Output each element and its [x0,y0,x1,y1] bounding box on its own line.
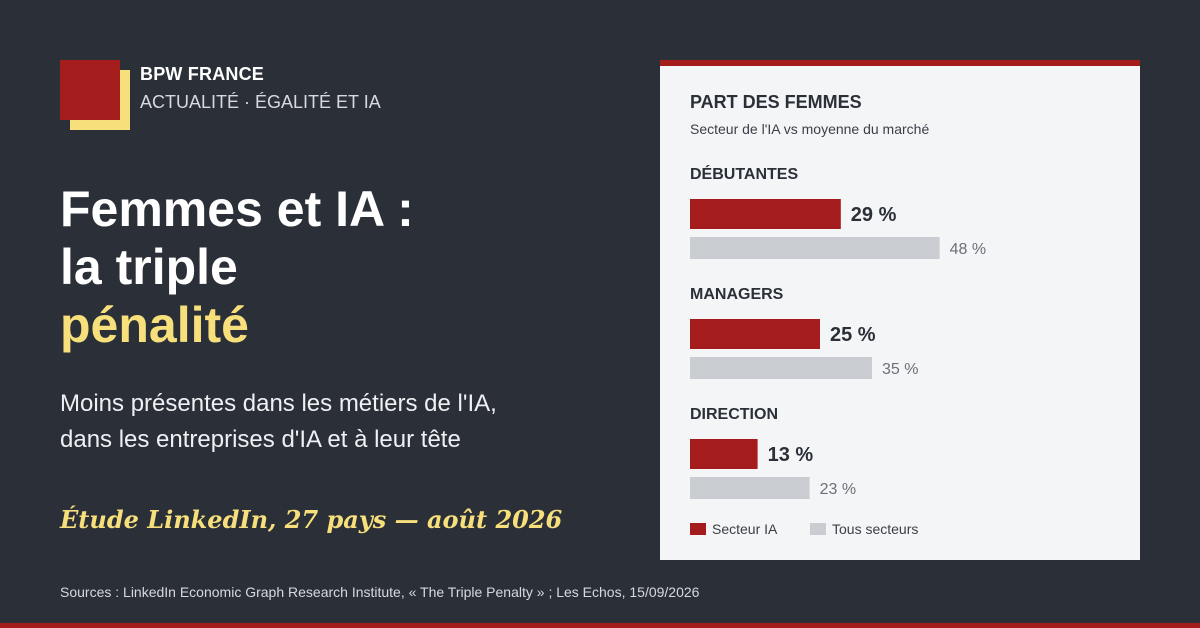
subtitle-line-2: dans les entreprises d'IA et à leur tête [60,426,461,453]
title-line-2: la triple [60,239,238,295]
chart-subtitle: Secteur de l'IA vs moyenne du marché [690,121,929,137]
bar-all-direction [690,477,810,499]
sources-note: Sources : LinkedIn Economic Graph Resear… [60,584,700,600]
subtitle: Moins présentes dans les métiers de l'IA… [60,386,580,458]
bar-all-managers [690,357,872,379]
data-label-ai-direction: 13 % [768,444,814,466]
category-label-debutantes: DÉBUTANTES [690,164,798,183]
brand-tagline: ACTUALITÉ · ÉGALITÉ ET IA [140,92,381,112]
subtitle-line-1: Moins présentes dans les métiers de l'IA… [60,390,497,417]
legend-label-ai: Secteur IA [712,521,778,537]
brand-logo [60,60,130,130]
bottom-accent-bar [0,623,1200,628]
bar-ai-managers [690,319,820,349]
brand-block: BPW FRANCE ACTUALITÉ · ÉGALITÉ ET IA [140,64,381,113]
legend-label-all: Tous secteurs [832,521,918,537]
page-title: Femmes et IA : la triple pénalité [60,180,414,354]
data-label-all-debutantes: 48 % [950,241,986,258]
chart-title: PART DES FEMMES [690,92,862,112]
bar-ai-debutantes [690,199,841,229]
legend-swatch-all [810,523,826,535]
bar-chart: PART DES FEMMES Secteur de l'IA vs moyenn… [690,92,986,537]
study-caption: Étude LinkedIn, 27 pays — août 2026 [60,505,563,534]
logo-square-red [60,60,120,120]
bar-all-debutantes [690,237,940,259]
title-line-1: Femmes et IA : [60,181,414,237]
bar-ai-direction [690,439,758,469]
category-label-direction: DIRECTION [690,406,778,423]
chart-panel: PART DES FEMMES Secteur de l'IA vs moyenn… [660,60,1140,560]
brand-name: BPW FRANCE [140,64,264,84]
title-line-3: pénalité [60,297,249,353]
data-label-ai-managers: 25 % [830,324,876,346]
data-label-ai-debutantes: 29 % [851,204,897,226]
category-label-managers: MANAGERS [690,286,784,303]
data-label-all-direction: 23 % [820,481,856,498]
legend-swatch-ai [690,523,706,535]
data-label-all-managers: 35 % [882,361,918,378]
